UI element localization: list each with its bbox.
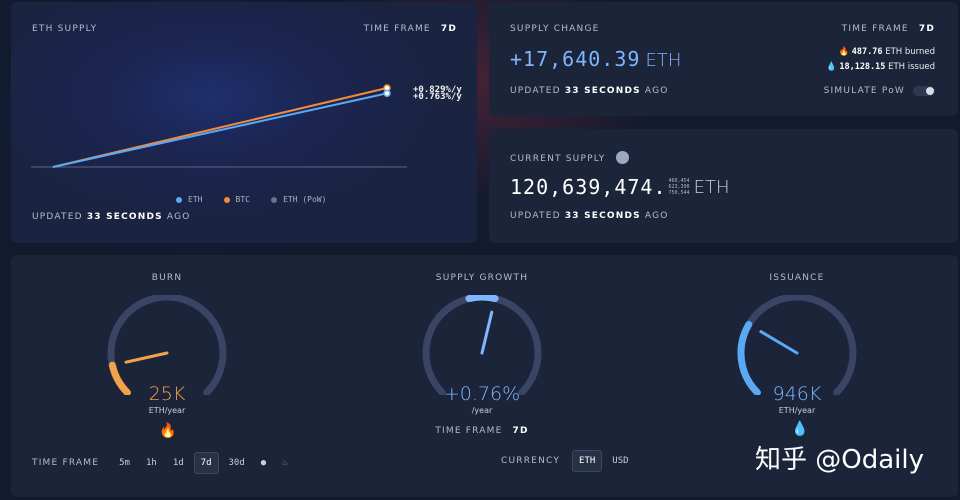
current-supply-title-row: CURRENT SUPPLY [510,151,629,165]
watermark: 知乎 @Odaily [755,445,925,475]
timeframe-1d[interactable]: 1d [172,458,184,468]
supply-change-value: +17,640.39 [510,47,641,71]
droplet-icon: 💧 [791,421,809,437]
gauge-track [107,295,227,395]
legend-dot-icon [223,196,230,203]
supply-growth-title: SUPPLY GROWTH [435,273,529,283]
fire-icon: 🔥 [838,47,850,57]
current-supply-decimals: 460,454 623,390 750,544 [668,178,690,196]
supply-growth-gauge [422,295,542,395]
currency-selector-label: CURRENCY [501,456,561,466]
eth-rate-label: +0.763%/y [413,92,462,102]
simulate-pow-toggle[interactable] [913,86,935,96]
current-supply-unit: ETH [693,176,730,198]
eth-supply-timeframe[interactable]: TIME FRAME 7d [364,24,457,34]
burn-unit: ETH/year [148,406,186,415]
issuance-unit: ETH/year [778,406,816,415]
gauge-track [422,295,542,395]
supply-change-card: SUPPLY CHANGE TIME FRAME 7d +17,640.39 E… [489,2,958,116]
issued-row: 💧 18,128.15 ETH issued [826,62,935,72]
timeframe-value: 7d [440,24,457,34]
gauge-fill [108,361,131,395]
timeframe-selector-label: TIME FRAME [32,458,100,468]
series-line-eth [52,92,388,168]
legend-eth[interactable]: ETH [176,195,202,204]
issuance-gauge [737,295,857,395]
bat-icon[interactable]: ● [260,458,267,468]
gauge-track [737,295,857,395]
legend-eth-pow[interactable]: ETH (PoW) [271,195,326,204]
current-supply-title: CURRENT SUPPLY [510,154,606,164]
gauge-fill [737,320,761,395]
supply-change-unit: ETH [645,50,682,71]
chart-legend: ETH BTC ETH (PoW) [176,187,342,206]
series-end-point-eth [383,89,391,98]
current-supply-value-row: 120,639,474. 460,454 623,390 750,544 ETH [510,175,729,199]
burned-row: 🔥 487.76 ETH burned [838,47,935,57]
timeframe-selector: TIME FRAME 5m 1h 1d 7d 30d ● ♨ [32,452,298,474]
supply-growth-timeframe[interactable]: TIME FRAME 7d [435,426,529,436]
issued-value: 18,128.15 [839,62,886,72]
gauge-needle [124,351,169,364]
burn-value: 25K [148,383,186,405]
glasses-face-icon [615,151,629,164]
simulate-pow: SIMULATE PoW [824,86,935,96]
droplet-icon: 💧 [826,62,837,72]
burned-label: ETH burned [885,47,935,57]
fire-icon: 🔥 [159,423,177,439]
currency-eth[interactable]: ETH [572,450,603,472]
gauges-card: BURN 25K ETH/year 🔥 SUPPLY GROWTH +0.76%… [11,255,958,497]
supply-growth-value: +0.76% [443,383,521,405]
burn-gauge [107,295,227,395]
current-supply-updated: UPDATED 33 SECONDS AGO [510,211,669,221]
burn-title: BURN [151,273,183,283]
supply-chart[interactable] [11,2,477,243]
supply-growth-unit: /year [471,406,493,415]
issuance-title: ISSUANCE [769,273,825,283]
gauge-fill [465,295,499,303]
timeframe-1h[interactable]: 1h [145,458,157,468]
issued-label: ETH issued [888,62,935,72]
supply-change-updated: UPDATED 33 SECONDS AGO [510,86,669,96]
gauge-needle [759,330,799,355]
supply-change-value-row: +17,640.39 ETH [510,47,681,71]
legend-dot-icon [271,196,278,203]
eth-supply-updated: UPDATED 33 SECONDS AGO [32,212,191,222]
legend-dot-icon [176,196,182,203]
eth-supply-card: ETH SUPPLY TIME FRAME 7d +0.829%/y +0.76… [11,2,477,243]
current-supply-card: CURRENT SUPPLY 120,639,474. 460,454 623,… [489,129,958,243]
eth-supply-title: ETH SUPPLY [32,24,98,34]
timeframe-7d[interactable]: 7d [193,452,219,474]
timeframe-label: TIME FRAME [363,24,431,34]
supply-change-timeframe[interactable]: TIME FRAME 7d [841,24,935,34]
timeframe-30d[interactable]: 30d [228,458,245,468]
supply-change-title: SUPPLY CHANGE [510,24,600,34]
timeframe-5m[interactable]: 5m [119,458,130,468]
flame-icon[interactable]: ♨ [282,458,288,468]
legend-btc[interactable]: BTC [223,195,250,204]
gauge-needle [480,310,494,355]
issuance-value: 946K [772,383,822,405]
currency-selector: CURRENCY ETH USD [501,450,639,472]
burned-value: 487.76 [851,47,883,57]
current-supply-value: 120,639,474. [510,175,667,199]
btc-rate-label: +0.829%/y [413,85,462,95]
currency-usd[interactable]: USD [612,456,629,466]
simulate-pow-label: SIMULATE PoW [823,86,905,96]
